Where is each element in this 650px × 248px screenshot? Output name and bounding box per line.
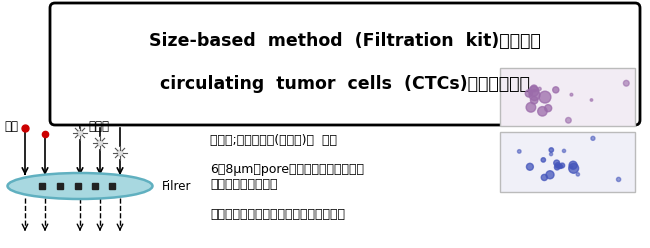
Circle shape [117,150,123,156]
FancyBboxPatch shape [50,3,640,125]
Circle shape [541,174,547,181]
Circle shape [566,118,571,123]
Text: 血球: 血球 [4,120,18,132]
Circle shape [569,161,577,169]
Circle shape [562,149,566,153]
Text: Size-based  method  (Filtration  kit)を用いた: Size-based method (Filtration kit)を用いた [149,32,541,50]
Text: クラスター形態の癒細胞を高感度に検出: クラスター形態の癒細胞を高感度に検出 [210,209,345,221]
Circle shape [616,177,621,182]
Circle shape [560,163,565,168]
Circle shape [528,86,539,96]
Circle shape [97,140,103,146]
Circle shape [549,148,554,152]
Circle shape [554,165,560,170]
Ellipse shape [8,173,153,199]
Circle shape [77,130,83,136]
Circle shape [558,164,562,168]
Circle shape [546,171,554,179]
Circle shape [576,173,580,176]
Circle shape [623,80,629,86]
Circle shape [517,150,521,153]
Text: 細胞径;上皮系細胞(癒細胞)＞  血球: 細胞径;上皮系細胞(癒細胞)＞ 血球 [210,133,337,147]
Circle shape [591,136,595,140]
Bar [500,132,635,192]
Circle shape [558,164,562,168]
Text: 癒細胞: 癒細胞 [88,121,109,133]
Text: 6～8μmのpore付フィルターで癒細胞: 6～8μmのpore付フィルターで癒細胞 [210,163,364,177]
Text: circulating  tumor  cells  (CTCs)の新規検出法: circulating tumor cells (CTCs)の新規検出法 [160,75,530,93]
Circle shape [571,166,573,168]
Circle shape [539,91,551,103]
Circle shape [538,107,547,116]
Circle shape [570,93,573,96]
Text: のみトラップし検出: のみトラップし検出 [210,179,278,191]
Circle shape [541,158,545,162]
Circle shape [529,90,540,100]
Circle shape [554,160,560,166]
Circle shape [538,87,541,91]
Circle shape [555,163,560,168]
Circle shape [530,96,538,104]
Circle shape [549,153,552,156]
Circle shape [552,87,559,93]
Circle shape [525,90,532,97]
Circle shape [526,163,534,170]
Circle shape [530,85,538,92]
Circle shape [569,163,578,173]
Text: Filrer: Filrer [162,180,192,192]
Circle shape [590,99,593,101]
Circle shape [545,105,552,112]
Bar [500,68,635,126]
Circle shape [526,102,536,112]
